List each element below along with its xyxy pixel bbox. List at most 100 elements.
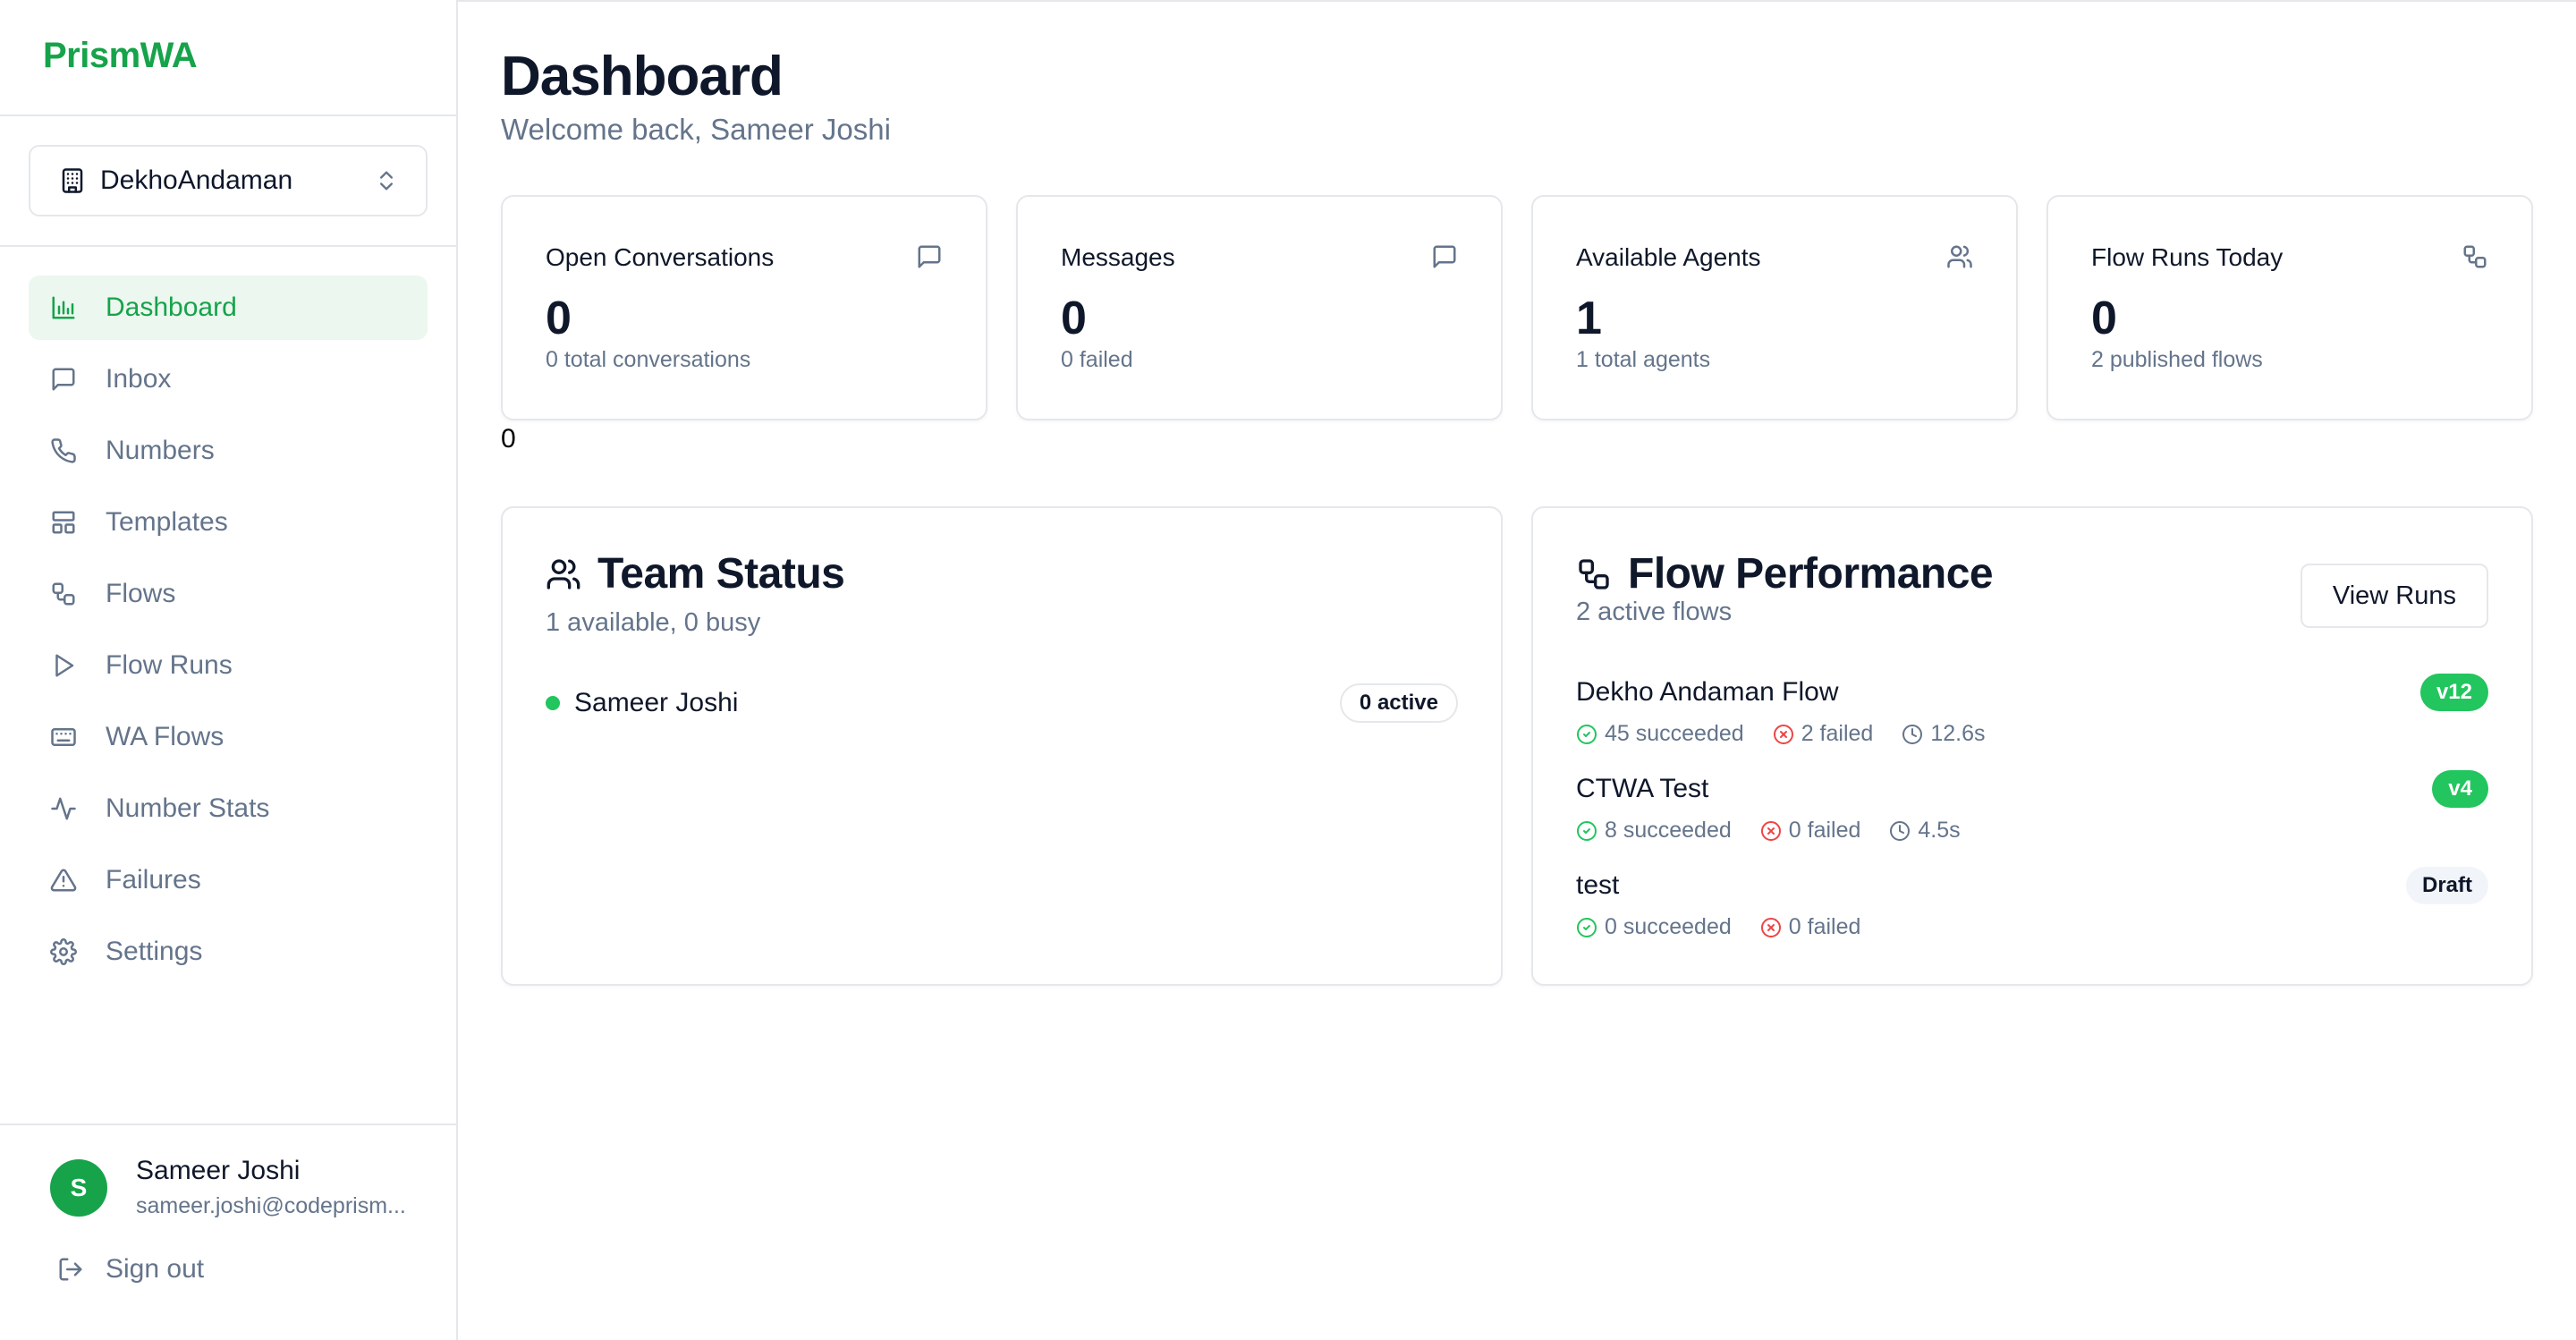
window-top-border	[0, 0, 2576, 2]
stat-label: Available Agents	[1576, 243, 1761, 271]
users-icon	[546, 556, 597, 592]
x-circle-icon	[1760, 820, 1789, 842]
sidebar-item-settings[interactable]: Settings	[29, 920, 428, 984]
sidebar-item-flow-runs[interactable]: Flow Runs	[29, 633, 428, 698]
sidebar-item-number-stats[interactable]: Number Stats	[29, 776, 428, 841]
flow-row[interactable]: test Draft 0 succeeded 0 failed	[1576, 866, 2488, 940]
flow-row[interactable]: Dekho Andaman Flow v12 45 succeeded 2 fa…	[1576, 673, 2488, 747]
sidebar-item-label: Dashboard	[106, 293, 237, 322]
failed-stat: 0 failed	[1760, 914, 1861, 940]
avatar: S	[50, 1158, 107, 1217]
keyboard-icon	[50, 724, 77, 751]
user-email: sameer.joshi@codeprism...	[136, 1193, 406, 1218]
sidebar-item-flows[interactable]: Flows	[29, 562, 428, 626]
stat-note: 0 failed	[1061, 347, 1133, 372]
failed-stat: 2 failed	[1773, 721, 1874, 747]
flow-performance-title: Flow Performance	[1576, 549, 1994, 598]
succeeded-stat: 8 succeeded	[1576, 818, 1732, 844]
bar-chart-icon	[50, 294, 77, 321]
stat-note: 0 total conversations	[546, 347, 751, 372]
failed-count: 0 failed	[1788, 818, 1861, 843]
sidebar-nav: Dashboard Inbox Numbers Templates Flows …	[29, 276, 428, 991]
log-out-icon	[57, 1256, 106, 1283]
failed-count: 0 failed	[1788, 914, 1861, 939]
flow-performance-subtitle: 2 active flows	[1576, 598, 1733, 626]
chevrons-up-down-icon	[374, 168, 399, 193]
team-member-name: Sameer Joshi	[574, 688, 739, 717]
workspace-name: DekhoAndaman	[100, 165, 293, 195]
sidebar-item-dashboard[interactable]: Dashboard	[29, 276, 428, 340]
succeeded-count: 0 succeeded	[1605, 914, 1732, 939]
sidebar-item-label: Settings	[106, 937, 203, 966]
team-member-row[interactable]: Sameer Joshi 0 active	[546, 683, 1458, 723]
view-runs-button[interactable]: View Runs	[2300, 564, 2488, 628]
stat-label: Messages	[1061, 243, 1175, 271]
alert-triangle-icon	[50, 867, 77, 894]
message-square-icon	[1431, 243, 1458, 270]
sidebar-item-label: Flow Runs	[106, 650, 233, 680]
stray-text: 0	[501, 424, 516, 454]
succeeded-stat: 45 succeeded	[1576, 721, 1744, 747]
sign-out-label: Sign out	[106, 1254, 205, 1284]
sidebar-divider	[0, 245, 456, 247]
stat-note: 1 total agents	[1576, 347, 1711, 372]
team-status-title: Team Status	[546, 549, 845, 598]
duration-stat: 12.6s	[1902, 721, 1985, 747]
stat-label: Open Conversations	[546, 243, 775, 271]
clock-icon	[1889, 820, 1918, 842]
sign-out-button[interactable]: Sign out	[57, 1254, 204, 1285]
user-name: Sameer Joshi	[136, 1156, 301, 1185]
flow-row[interactable]: CTWA Test v4 8 succeeded 0 failed 4.5s	[1576, 769, 2488, 844]
sidebar-item-wa-flows[interactable]: WA Flows	[29, 705, 428, 769]
sidebar-item-label: Inbox	[106, 364, 172, 394]
succeeded-count: 45 succeeded	[1605, 721, 1744, 746]
sidebar-item-failures[interactable]: Failures	[29, 848, 428, 912]
sidebar-item-label: WA Flows	[106, 722, 225, 751]
online-status-dot	[546, 696, 560, 710]
stat-value: 0	[2091, 293, 2117, 344]
workspace-switcher[interactable]: DekhoAndaman	[29, 145, 428, 216]
draft-badge: Draft	[2405, 867, 2488, 904]
stat-card-messages: Messages 0 0 failed	[1016, 195, 1503, 420]
team-status-card: Team Status 1 available, 0 busy Sameer J…	[501, 506, 1503, 986]
workflow-icon	[2462, 243, 2488, 270]
succeeded-stat: 0 succeeded	[1576, 914, 1732, 940]
succeeded-count: 8 succeeded	[1605, 818, 1732, 843]
stat-value: 0	[546, 293, 572, 344]
avg-duration: 12.6s	[1930, 721, 1986, 746]
avg-duration: 4.5s	[1918, 818, 1961, 843]
sidebar-item-label: Failures	[106, 865, 201, 895]
version-badge: v4	[2432, 770, 2488, 808]
message-square-icon	[916, 243, 943, 270]
gear-icon	[50, 938, 77, 965]
stat-value: 0	[1061, 293, 1087, 344]
sidebar-item-inbox[interactable]: Inbox	[29, 347, 428, 411]
flow-name: test	[1576, 870, 1620, 900]
flow-name: Dekho Andaman Flow	[1576, 677, 1839, 707]
brand-logo[interactable]: PrismWA	[43, 36, 198, 75]
duration-stat: 4.5s	[1889, 818, 1961, 844]
sidebar-item-templates[interactable]: Templates	[29, 490, 428, 555]
sidebar-item-label: Templates	[106, 507, 228, 537]
sidebar: PrismWA DekhoAndaman Dashboard Inbox Num…	[0, 0, 458, 1340]
failed-count: 2 failed	[1801, 721, 1874, 746]
clock-icon	[1902, 724, 1930, 745]
phone-icon	[50, 437, 77, 464]
team-status-subtitle: 1 available, 0 busy	[546, 608, 761, 637]
check-circle-icon	[1576, 724, 1605, 745]
stat-card-available-agents: Available Agents 1 1 total agents	[1531, 195, 2018, 420]
user-profile[interactable]: S Sameer Joshi sameer.joshi@codeprism...	[50, 1156, 444, 1219]
sidebar-item-label: Flows	[106, 579, 176, 608]
failed-stat: 0 failed	[1760, 818, 1861, 844]
sidebar-item-numbers[interactable]: Numbers	[29, 419, 428, 483]
version-badge: v12	[2419, 674, 2488, 711]
x-circle-icon	[1773, 724, 1801, 745]
stat-value: 1	[1576, 293, 1602, 344]
users-icon	[1946, 243, 1973, 270]
stat-card-open-conversations: Open Conversations 0 0 total conversatio…	[501, 195, 987, 420]
play-icon	[50, 652, 77, 679]
workflow-icon	[50, 581, 77, 607]
flow-performance-card: Flow Performance 2 active flows View Run…	[1531, 506, 2533, 986]
sidebar-divider	[0, 114, 456, 116]
activity-icon	[50, 795, 77, 822]
